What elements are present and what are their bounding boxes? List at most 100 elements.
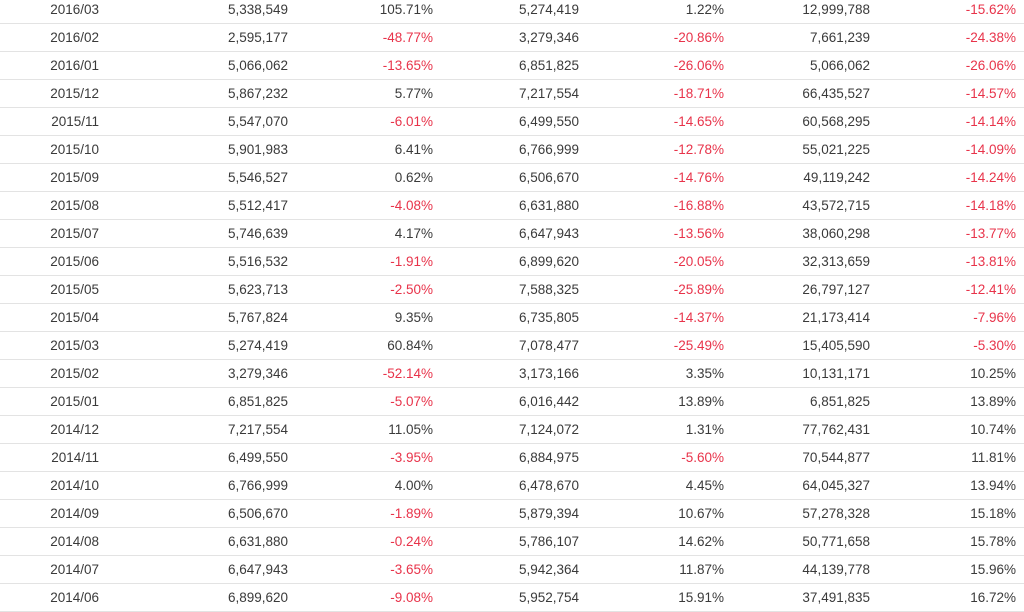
prior-value-cell: 7,078,477 [518,338,579,353]
value-cell: 3,279,346 [227,366,288,381]
change-cell: 0.62% [394,170,433,185]
value-cell: 5,746,639 [227,226,288,241]
change-cell: -4.08% [390,198,433,213]
value-cell: 6,499,550 [227,450,288,465]
cumulative-change-cell: 15.96% [970,562,1016,577]
prior-value-cell: 5,274,419 [518,2,579,17]
month-cell: 2015/09 [50,170,99,185]
month-cell: 2015/08 [50,198,99,213]
table-row: 2015/01 6,851,825 -5.07% 6,016,442 13.89% 6,8… [0,388,1024,416]
yoy-change-cell: -25.89% [673,282,724,297]
cumulative-cell: 6,851,825 [809,394,870,409]
value-cell: 2,595,177 [227,30,288,45]
prior-value-cell: 6,506,670 [518,170,579,185]
cumulative-change-cell: -12.41% [965,282,1016,297]
cumulative-cell: 10,131,171 [802,366,870,381]
cumulative-cell: 5,066,062 [809,58,870,73]
table-row: 2014/11 6,499,550 -3.95% 6,884,975 -5.60% 70,… [0,444,1024,472]
value-cell: 5,901,983 [227,142,288,157]
value-cell: 5,547,070 [227,114,288,129]
cumulative-cell: 38,060,298 [802,226,870,241]
change-cell: 11.05% [388,422,433,437]
value-cell: 5,623,713 [227,282,288,297]
cumulative-change-cell: 13.94% [970,478,1016,493]
change-cell: -48.77% [382,30,433,45]
change-cell: 6.41% [394,142,433,157]
table-row: 2014/06 6,899,620 -9.08% 5,952,754 15.91% 37,… [0,584,1024,612]
cumulative-cell: 7,661,239 [809,30,870,45]
value-cell: 5,546,527 [227,170,288,185]
value-cell: 5,274,419 [227,338,288,353]
yoy-change-cell: 10.67% [678,506,724,521]
prior-value-cell: 6,899,620 [518,254,579,269]
cumulative-cell: 66,435,527 [802,86,870,101]
cumulative-change-cell: -7.96% [973,310,1016,325]
month-cell: 2015/07 [50,226,99,241]
cumulative-change-cell: -14.14% [965,114,1016,129]
month-cell: 2015/03 [50,338,99,353]
change-cell: -2.50% [390,282,433,297]
month-cell: 2015/05 [50,282,99,297]
month-cell: 2014/09 [50,506,99,521]
table-row: 2015/11 5,547,070 -6.01% 6,499,550 -14.65% 60… [0,108,1024,136]
yoy-change-cell: -14.65% [673,114,724,129]
table-row: 2015/06 5,516,532 -1.91% 6,899,620 -20.05% 32… [0,248,1024,276]
value-cell: 5,066,062 [227,58,288,73]
yoy-change-cell: 4.45% [685,478,724,493]
yoy-change-cell: 3.35% [685,366,724,381]
change-cell: -9.08% [390,590,433,605]
prior-value-cell: 3,173,166 [518,366,579,381]
yoy-change-cell: -20.05% [673,254,724,269]
change-cell: 60.84% [387,338,433,353]
yoy-change-cell: 1.31% [685,422,724,437]
cumulative-cell: 77,762,431 [802,422,870,437]
cumulative-cell: 32,313,659 [802,254,870,269]
prior-value-cell: 6,766,999 [518,142,579,157]
change-cell: 4.00% [394,478,433,493]
table-row: 2014/10 6,766,999 4.00% 6,478,670 4.45% 64,04… [0,472,1024,500]
table-row: 2014/09 6,506,670 -1.89% 5,879,394 10.67% 57,… [0,500,1024,528]
change-cell: -6.01% [390,114,433,129]
cumulative-change-cell: 15.18% [970,506,1016,521]
prior-value-cell: 6,647,943 [518,226,579,241]
cumulative-cell: 60,568,295 [802,114,870,129]
prior-value-cell: 6,884,975 [518,450,579,465]
table-row: 2015/12 5,867,232 5.77% 7,217,554 -18.71% 66,… [0,80,1024,108]
yoy-change-cell: -16.88% [673,198,724,213]
change-cell: -0.24% [390,534,433,549]
cumulative-cell: 12,999,788 [802,2,870,17]
table-row: 2015/04 5,767,824 9.35% 6,735,805 -14.37% 21,… [0,304,1024,332]
table-row: 2015/02 3,279,346 -52.14% 3,173,166 3.35% 10,… [0,360,1024,388]
yoy-change-cell: -25.49% [673,338,724,353]
cumulative-cell: 55,021,225 [802,142,870,157]
prior-value-cell: 5,786,107 [518,534,579,549]
yoy-change-cell: -13.56% [673,226,724,241]
month-cell: 2016/03 [50,2,99,17]
value-cell: 6,506,670 [227,506,288,521]
cumulative-change-cell: -24.38% [965,30,1016,45]
value-cell: 7,217,554 [227,422,288,437]
month-cell: 2014/08 [50,534,99,549]
value-cell: 5,516,532 [227,254,288,269]
value-cell: 6,766,999 [227,478,288,493]
cumulative-cell: 43,572,715 [802,198,870,213]
value-cell: 5,512,417 [227,198,288,213]
month-cell: 2014/10 [50,478,99,493]
month-cell: 2016/02 [50,30,99,45]
change-cell: -1.89% [390,506,433,521]
cumulative-cell: 37,491,835 [802,590,870,605]
change-cell: 4.17% [394,226,433,241]
cumulative-cell: 49,119,242 [803,170,870,185]
yoy-change-cell: -12.78% [673,142,724,157]
yoy-change-cell: -18.71% [673,86,724,101]
value-cell: 6,899,620 [227,590,288,605]
cumulative-cell: 50,771,658 [802,534,870,549]
cumulative-change-cell: -26.06% [965,58,1016,73]
table-row: 2015/05 5,623,713 -2.50% 7,588,325 -25.89% 26… [0,276,1024,304]
change-cell: 105.71% [379,2,433,17]
month-cell: 2014/07 [50,562,99,577]
yoy-change-cell: 14.62% [678,534,724,549]
cumulative-change-cell: 15.78% [970,534,1016,549]
value-cell: 6,851,825 [227,394,288,409]
